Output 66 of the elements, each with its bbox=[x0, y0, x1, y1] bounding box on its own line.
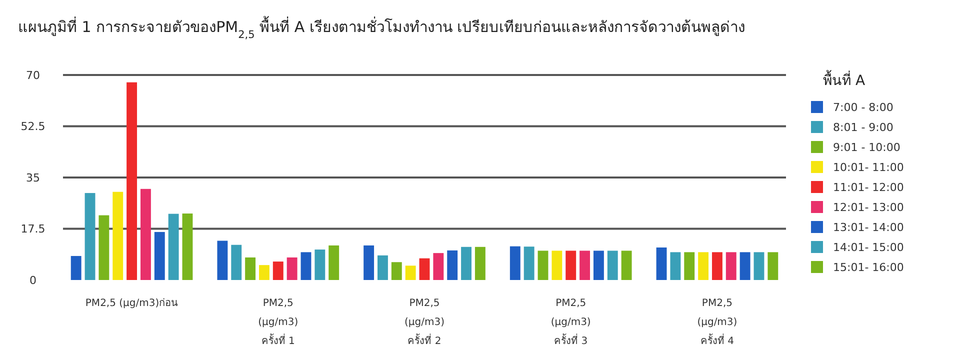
bar bbox=[245, 257, 256, 280]
legend-label: 12:01- 13:00 bbox=[833, 200, 904, 214]
bar bbox=[98, 215, 110, 280]
bar bbox=[217, 240, 228, 280]
bar bbox=[726, 252, 736, 280]
legend-label: 7:00 - 8:00 bbox=[833, 100, 894, 114]
bar bbox=[154, 232, 165, 280]
bar bbox=[140, 188, 151, 280]
bar bbox=[712, 252, 722, 280]
bar bbox=[328, 245, 340, 280]
bar bbox=[419, 258, 430, 280]
bar bbox=[447, 250, 458, 280]
bar bbox=[70, 256, 82, 280]
bar bbox=[461, 246, 472, 280]
bar bbox=[607, 250, 618, 280]
legend-label: 10:01- 11:00 bbox=[833, 160, 904, 174]
legend-label: 11:01- 12:00 bbox=[833, 180, 904, 194]
bar bbox=[314, 250, 326, 280]
chart-title: แผนภูมิที่ 1 การกระจายตัวของPM$_{2,5}$ พื้นที่ A เรียงตามชั่วโมงทำงาน เปรียบเทียบก่อนและหลังการจัดวางต้นพลูด่าง bbox=[18, 16, 746, 41]
y-tick-label: 70 bbox=[26, 68, 40, 82]
bar bbox=[538, 250, 548, 280]
bar bbox=[391, 262, 402, 280]
legend-title: พื้นที่ A bbox=[823, 70, 866, 89]
bar bbox=[405, 266, 416, 280]
bar bbox=[112, 192, 124, 280]
bar bbox=[364, 245, 374, 280]
bar bbox=[566, 250, 576, 280]
x-tick-label: PM2,5 (µg/m3) ครั้งที่ 1 bbox=[258, 298, 298, 347]
bar bbox=[684, 252, 695, 280]
legend-label: 15:01- 16:00 bbox=[833, 260, 904, 274]
bar bbox=[168, 214, 179, 280]
legend-label: 8:01 - 9:00 bbox=[833, 120, 894, 134]
legend-label: 13:01- 14:00 bbox=[833, 220, 904, 234]
bar bbox=[768, 252, 778, 280]
bar bbox=[300, 252, 312, 280]
bar bbox=[621, 250, 632, 280]
bar bbox=[593, 250, 604, 280]
legend-label: 9:01 - 10:00 bbox=[833, 140, 900, 154]
bar bbox=[754, 252, 764, 280]
x-tick-label: PM2,5 (µg/m3) ครั้งที่ 4 bbox=[697, 298, 738, 347]
bar bbox=[84, 193, 96, 280]
bar bbox=[740, 252, 750, 280]
y-tick-label: 0 bbox=[30, 274, 36, 287]
bar bbox=[231, 244, 242, 280]
bar bbox=[670, 252, 681, 280]
bar bbox=[580, 250, 590, 280]
bar bbox=[698, 252, 709, 280]
bar bbox=[433, 253, 444, 280]
bar bbox=[259, 265, 270, 280]
x-tick-label: PM2,5 (µg/m3) ครั้งที่ 3 bbox=[550, 298, 591, 347]
bar bbox=[656, 247, 667, 280]
bar bbox=[272, 262, 284, 280]
y-tick-label: 17.5 bbox=[20, 222, 46, 236]
bar bbox=[524, 246, 534, 280]
bar bbox=[378, 255, 388, 280]
bar bbox=[286, 257, 298, 280]
bar bbox=[510, 246, 520, 280]
y-tick-label: 52.5 bbox=[20, 120, 46, 134]
x-tick-label: PM2,5 (µg/m3)ก่อน bbox=[85, 298, 178, 309]
bar bbox=[552, 250, 562, 280]
bar bbox=[182, 214, 193, 280]
bar bbox=[474, 246, 486, 280]
legend-label: 14:01- 15:00 bbox=[833, 240, 904, 254]
x-tick-label: PM2,5 (µg/m3) ครั้งที่ 2 bbox=[404, 298, 445, 347]
bar bbox=[126, 82, 138, 280]
y-tick-label: 35 bbox=[26, 171, 40, 184]
